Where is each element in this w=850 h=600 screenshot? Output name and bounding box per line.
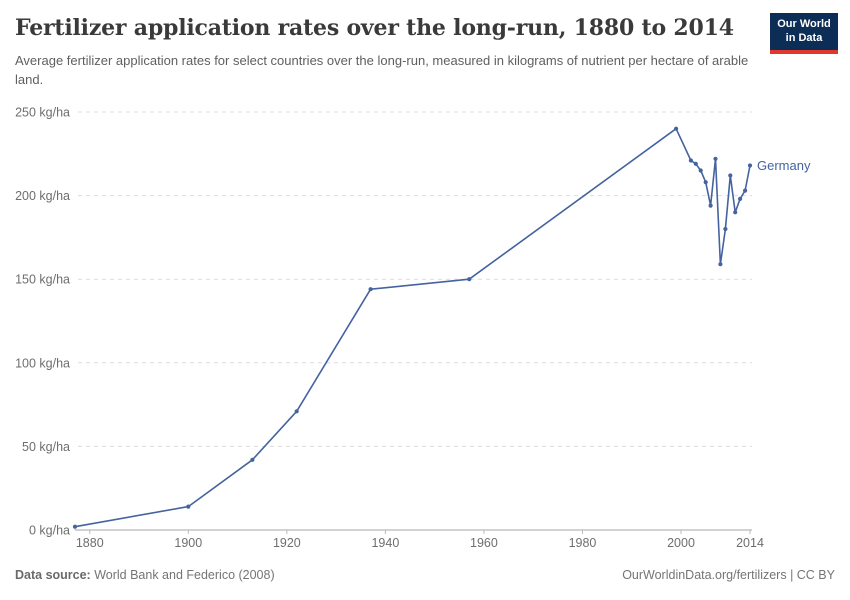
x-tick-label: 2000: [667, 536, 695, 550]
x-tick-label: 1980: [569, 536, 597, 550]
data-point-marker: [728, 173, 733, 178]
data-point-marker: [713, 156, 718, 161]
x-tick-label: 1920: [273, 536, 301, 550]
chart-subtitle: Average fertilizer application rates for…: [15, 53, 749, 87]
data-source-note: Data source: World Bank and Federico (20…: [15, 568, 275, 582]
data-point-marker: [72, 524, 78, 529]
data-point-marker: [368, 287, 373, 292]
chart-svg: 0 kg/ha 50 kg/ha 100 kg/ha 150 kg/ha 200 kg/…: [15, 106, 811, 551]
data-point-marker: [467, 277, 472, 282]
data-source-text: World Bank and Federico (2008): [90, 568, 275, 582]
chart-title: Fertilizer application rates over the lo…: [15, 15, 734, 41]
owid-logo-line2: in Data: [785, 31, 823, 44]
data-point-marker: [738, 196, 743, 201]
x-tick-label: 1900: [174, 536, 202, 550]
data-point-marker: [250, 457, 255, 462]
series-line-germany: [74, 127, 751, 528]
data-point-marker: [703, 180, 708, 185]
data-point-marker: [718, 262, 723, 267]
y-tick-label: 150 kg/ha: [15, 273, 70, 287]
data-point-marker: [723, 226, 728, 232]
owid-logo-line1: Our World: [777, 18, 831, 30]
x-tick-label: 1940: [371, 536, 399, 550]
owid-logo[interactable]: Our World in Data: [770, 13, 838, 54]
data-point-marker: [708, 203, 713, 208]
footer-link[interactable]: OurWorldinData.org/fertilizers | CC BY: [622, 568, 835, 582]
x-tick-label: 1960: [470, 536, 498, 550]
data-point-marker: [294, 409, 299, 414]
data-point-marker: [698, 168, 703, 173]
x-tick-label: 1880: [76, 536, 104, 550]
series-end-label: Germany: [757, 158, 811, 173]
y-tick-label: 250 kg/ha: [15, 106, 70, 120]
chart-footer: Data source: World Bank and Federico (20…: [15, 568, 835, 582]
data-point-marker: [688, 158, 694, 163]
y-tick-label: 50 kg/ha: [22, 440, 70, 454]
data-point-marker: [743, 188, 748, 193]
x-tick-label: 2014: [736, 536, 764, 550]
owid-logo-accent-bar: [770, 49, 838, 54]
data-point-marker: [186, 504, 191, 509]
y-tick-label: 200 kg/ha: [15, 189, 70, 203]
data-point-marker: [674, 126, 679, 131]
y-tick-label: 100 kg/ha: [15, 356, 70, 370]
data-point-marker: [733, 210, 738, 215]
data-point-marker: [693, 161, 698, 166]
owid-logo-box: Our World in Data: [770, 13, 838, 50]
y-tick-label: 0 kg/ha: [29, 524, 70, 538]
data-point-marker: [747, 163, 753, 168]
data-source-label: Data source:: [15, 568, 91, 582]
